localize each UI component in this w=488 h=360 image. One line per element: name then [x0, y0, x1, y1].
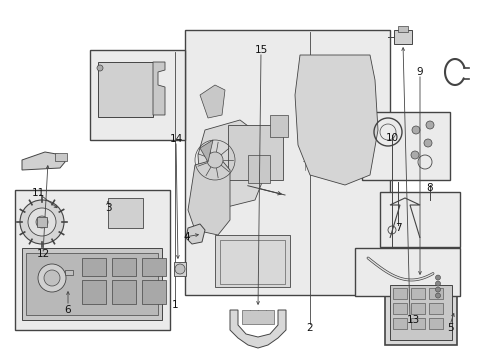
- Bar: [428, 318, 442, 329]
- Bar: [384, 280, 456, 345]
- Bar: [428, 288, 442, 299]
- Bar: [112, 280, 136, 304]
- Bar: [361, 112, 449, 180]
- Text: 13: 13: [406, 315, 419, 325]
- Circle shape: [206, 152, 223, 168]
- Text: 10: 10: [385, 133, 398, 143]
- Text: 5: 5: [446, 323, 452, 333]
- Polygon shape: [198, 120, 264, 210]
- Bar: [215, 235, 289, 287]
- Circle shape: [175, 264, 184, 274]
- Bar: [227, 125, 283, 180]
- Circle shape: [423, 139, 431, 147]
- Polygon shape: [229, 310, 285, 348]
- Text: 8: 8: [426, 183, 432, 193]
- Bar: [82, 280, 106, 304]
- Bar: [98, 62, 153, 117]
- Text: 6: 6: [64, 305, 71, 315]
- Circle shape: [435, 275, 440, 280]
- Circle shape: [410, 151, 418, 159]
- Text: 4: 4: [183, 232, 190, 242]
- Bar: [174, 262, 185, 276]
- Polygon shape: [294, 55, 377, 185]
- Text: 1: 1: [171, 300, 178, 310]
- Circle shape: [20, 200, 64, 244]
- Bar: [392, 288, 406, 299]
- Circle shape: [435, 281, 440, 286]
- Bar: [90, 50, 184, 140]
- Text: 14: 14: [169, 134, 182, 144]
- Bar: [410, 303, 424, 314]
- Bar: [410, 318, 424, 329]
- Circle shape: [411, 126, 419, 134]
- Circle shape: [28, 208, 56, 236]
- Bar: [410, 288, 424, 299]
- Polygon shape: [153, 62, 164, 115]
- Circle shape: [435, 287, 440, 292]
- Bar: [242, 310, 273, 324]
- Bar: [392, 303, 406, 314]
- Circle shape: [435, 293, 440, 298]
- Bar: [354, 248, 459, 296]
- Bar: [389, 285, 451, 340]
- Bar: [55, 153, 67, 161]
- Circle shape: [97, 65, 103, 71]
- Bar: [397, 26, 407, 32]
- Bar: [108, 198, 142, 228]
- Polygon shape: [200, 85, 224, 118]
- Bar: [428, 303, 442, 314]
- Bar: [247, 155, 269, 183]
- Text: 7: 7: [394, 223, 401, 233]
- Bar: [22, 248, 162, 320]
- Text: 2: 2: [306, 323, 313, 333]
- Polygon shape: [22, 152, 65, 170]
- Text: 15: 15: [254, 45, 267, 55]
- Bar: [37, 217, 47, 227]
- Circle shape: [38, 264, 66, 292]
- Circle shape: [36, 216, 48, 228]
- Polygon shape: [187, 158, 229, 235]
- Polygon shape: [200, 140, 213, 162]
- Polygon shape: [184, 30, 389, 295]
- Bar: [65, 270, 73, 275]
- Bar: [393, 30, 411, 44]
- Circle shape: [44, 270, 60, 286]
- Text: 9: 9: [416, 67, 423, 77]
- Bar: [220, 240, 285, 284]
- Bar: [112, 258, 136, 276]
- Bar: [62, 275, 76, 285]
- Text: 12: 12: [36, 249, 49, 259]
- Text: 11: 11: [31, 188, 44, 198]
- Bar: [82, 258, 106, 276]
- Circle shape: [425, 121, 433, 129]
- Bar: [142, 258, 165, 276]
- Bar: [142, 280, 165, 304]
- Bar: [15, 190, 170, 330]
- Polygon shape: [185, 224, 204, 244]
- Text: 3: 3: [104, 203, 111, 213]
- Bar: [26, 253, 158, 315]
- Bar: [392, 318, 406, 329]
- Bar: [379, 192, 459, 247]
- Bar: [269, 115, 287, 137]
